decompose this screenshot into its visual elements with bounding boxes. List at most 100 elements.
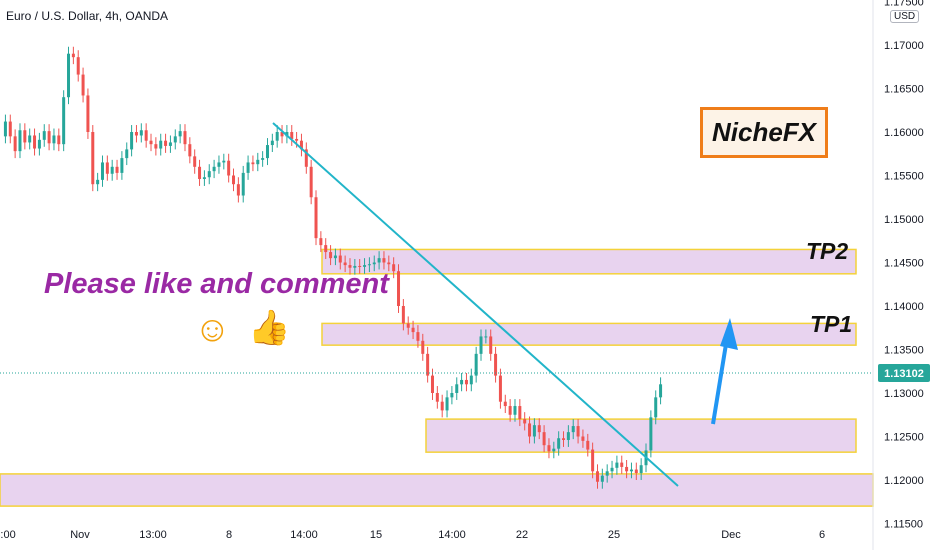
candle [532,418,536,444]
price-tick-label: 1.14500 [884,258,924,270]
price-tick-label: 1.17500 [884,0,924,9]
candle [57,128,61,152]
price-tick-label: 1.16500 [884,84,924,96]
candle [494,346,498,383]
candle [168,135,172,153]
candle [173,129,177,150]
candle [188,137,192,164]
candle [275,125,279,148]
candle [503,394,507,414]
price-zones [0,248,874,507]
price-zone[interactable] [321,248,857,275]
candle [256,152,260,172]
time-tick-label: 15 [370,529,382,541]
candle [547,438,551,459]
candle [426,346,430,383]
last-price-value: 1.13102 [884,368,924,380]
time-tick-label: Nov [70,529,90,541]
candles [3,46,663,489]
candle [348,258,352,275]
candle [659,377,663,405]
candle [202,170,206,186]
candle [489,329,493,361]
price-tick-label: 1.13500 [884,345,924,357]
candle [76,50,80,82]
candle [392,257,396,279]
candle [8,114,12,144]
candle [523,412,527,431]
candle [42,124,46,147]
brand-box: NicheFX [700,107,828,158]
candle [435,386,439,409]
candle [232,168,236,192]
price-tick-label: 1.11500 [884,519,923,531]
candle [23,123,27,150]
candle [397,264,401,313]
candle [261,151,265,167]
candle [387,255,391,272]
price-tick-label: 1.17000 [884,40,924,52]
candle [464,372,468,392]
candle [571,419,575,440]
candle [154,137,158,156]
candle [421,333,425,361]
candle [96,172,100,192]
candle [3,114,7,144]
candle [353,259,357,275]
time-axis[interactable]: 4:00 Nov 13:00 8 14:00 15 14:00 22 25 Dec 6 [0,529,825,541]
candle [227,153,231,183]
candle [280,125,284,144]
time-tick-label: Dec [721,529,741,541]
candle [634,462,638,480]
candle [52,128,56,151]
currency-label: USD [890,10,920,23]
price-tick-label: 1.15000 [884,214,924,226]
candle [324,238,328,260]
candle [178,124,182,144]
candle [207,164,211,185]
candle [639,458,643,480]
price-tick-label: 1.12000 [884,475,924,487]
candle [144,123,148,148]
candle [600,468,604,489]
candle [338,248,342,270]
candle [581,429,585,448]
candle [358,259,362,274]
candle [528,416,532,444]
candle [343,255,347,273]
candle [566,425,570,447]
price-zone[interactable] [425,418,857,453]
candle [372,255,376,272]
candle [115,159,119,180]
candle [130,125,134,157]
price-axis[interactable]: 1.17500 1.17000 1.16500 1.16000 1.15500 1.150… [884,0,924,531]
candle [508,399,512,422]
tp1-label: TP1 [810,311,853,337]
trendline[interactable] [272,122,679,487]
candle [37,132,41,156]
candle [134,125,138,143]
time-tick-label: 6 [819,529,825,541]
candle [164,133,168,153]
price-zone[interactable] [321,322,857,346]
candle [86,88,90,139]
candle [149,133,153,152]
candle [212,159,216,179]
candle [542,425,546,453]
candle [460,372,464,392]
price-zone[interactable] [0,473,874,507]
candle [222,153,226,170]
price-tick-label: 1.12500 [884,432,924,444]
time-tick-label: 14:00 [438,529,466,541]
time-tick-label: 13:00 [139,529,167,541]
candle [110,159,114,181]
candle [562,431,566,447]
time-tick-label: 22 [516,529,528,541]
candle [91,125,95,192]
candle [629,462,633,479]
candle [654,390,658,425]
candle [649,410,653,458]
up-arrow [711,318,738,425]
time-tick-label: 8 [226,529,232,541]
